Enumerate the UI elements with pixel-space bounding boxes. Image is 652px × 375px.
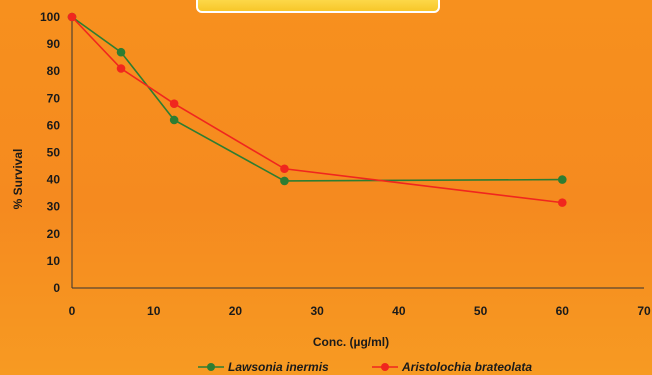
y-tick-label: 60 (47, 118, 61, 132)
series-1 (67, 12, 567, 186)
data-point (280, 164, 289, 174)
x-tick-label: 70 (637, 304, 651, 318)
data-point (169, 99, 179, 109)
x-tick-label: 50 (474, 304, 488, 318)
y-tick-label: 80 (47, 64, 61, 78)
y-tick-label: 10 (47, 254, 61, 268)
x-tick-label: 0 (69, 304, 76, 318)
data-point (280, 176, 289, 186)
tick-labels: 0 10 20 30 40 50 60 70 80 90 100 0 10 20 30 40 50 60 70 (40, 10, 651, 318)
data-point (557, 198, 567, 207)
y-tick-label: 70 (47, 91, 61, 105)
legend-swatch-marker (207, 363, 215, 371)
series-line (71, 16, 563, 182)
x-tick-label: 30 (310, 304, 324, 318)
data-point (169, 115, 179, 125)
y-tick-label: 50 (47, 146, 61, 160)
y-tick-label: 100 (40, 10, 60, 24)
y-tick-label: 30 (47, 200, 61, 214)
data-point (67, 12, 77, 22)
x-tick-label: 40 (392, 304, 406, 318)
series-line (71, 16, 563, 204)
series-2 (67, 12, 567, 207)
data-point (557, 175, 567, 184)
x-tick-label: 20 (229, 304, 243, 318)
legend-swatch-marker (381, 363, 389, 371)
y-tick-label: 40 (47, 173, 61, 187)
title-banner (196, 0, 440, 13)
legend-label: Aristolochia brateolata (401, 360, 532, 374)
y-tick-label: 90 (47, 37, 61, 51)
series-layer (67, 12, 567, 207)
data-point (116, 47, 126, 57)
x-tick-label: 10 (147, 304, 161, 318)
data-point (116, 64, 126, 73)
legend-item: Aristolochia brateolata (372, 360, 532, 374)
y-tick-label: 20 (47, 227, 61, 241)
x-axis-title: Conc. (µg/ml) (313, 335, 389, 349)
x-tick-label: 60 (556, 304, 570, 318)
y-tick-label: 0 (53, 281, 60, 295)
legend-item: Lawsonia inermis (198, 360, 329, 374)
y-axis-title: % Survival (11, 149, 25, 210)
legend: Lawsonia inermis Aristolochia brateolata (198, 360, 532, 374)
legend-label: Lawsonia inermis (228, 360, 329, 374)
axes (71, 17, 644, 289)
